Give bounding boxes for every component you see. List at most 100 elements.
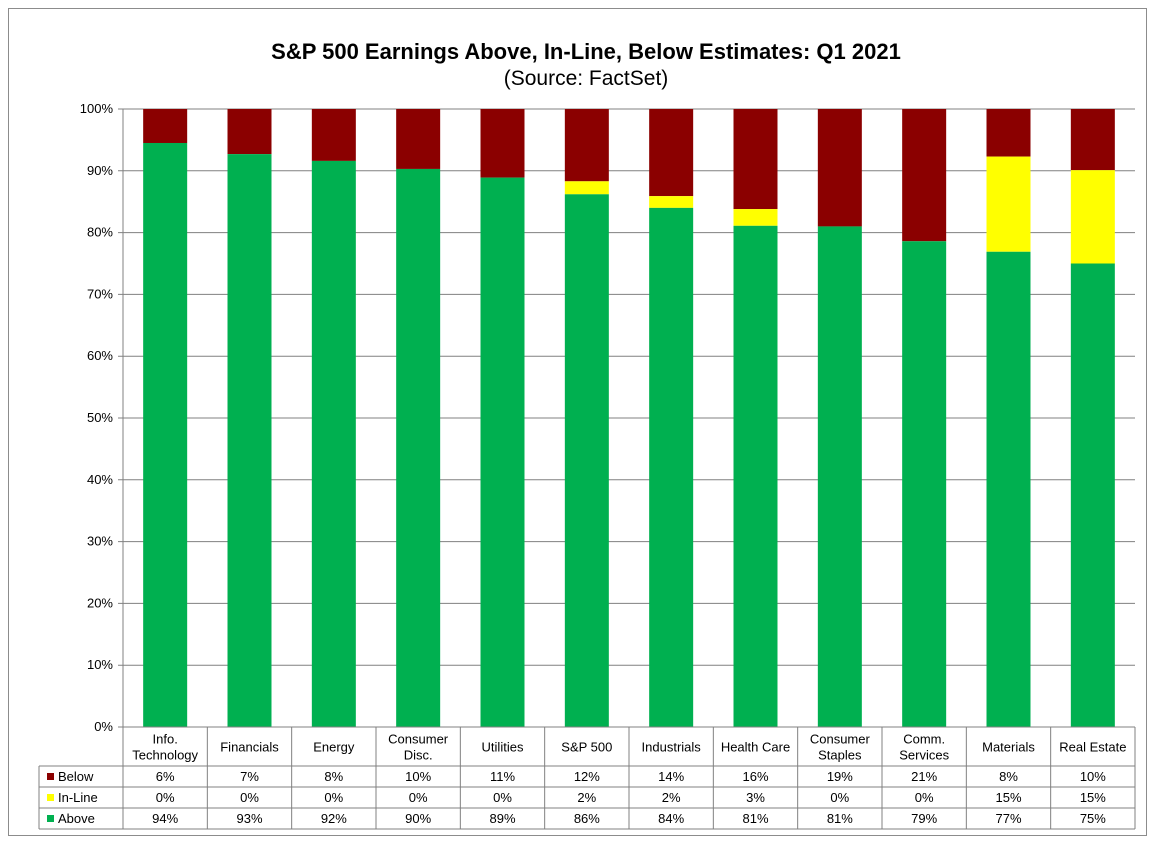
bar-below [733, 109, 778, 210]
data-label: 81% [827, 811, 853, 826]
bar-above [564, 194, 609, 727]
bars [143, 109, 1115, 728]
data-label: 89% [489, 811, 515, 826]
bar-below [986, 109, 1031, 157]
data-label: 15% [995, 790, 1021, 805]
bar-below [227, 109, 272, 155]
bar-below [143, 109, 188, 143]
bar-inline [733, 209, 778, 226]
x-category-label: Energy [313, 740, 355, 755]
bar-above [396, 168, 441, 728]
x-category-label: Consumer [810, 732, 871, 747]
data-label: 16% [742, 769, 768, 784]
y-tick-label: 60% [87, 348, 113, 363]
data-label: 92% [321, 811, 347, 826]
data-label: 12% [574, 769, 600, 784]
bar-above [143, 142, 188, 728]
legend-label: Below [58, 769, 94, 784]
y-tick-label: 20% [87, 595, 113, 610]
chart-canvas: S&P 500 Earnings Above, In-Line, Below E… [38, 39, 1136, 830]
bar-below [902, 109, 947, 242]
legend-label: Above [58, 811, 95, 826]
data-label: 11% [490, 769, 515, 784]
x-category-label: Info. [153, 732, 178, 747]
data-label: 2% [662, 790, 681, 805]
bar-above [227, 154, 272, 727]
gridlines [118, 108, 1135, 728]
data-label: 6% [156, 769, 175, 784]
x-category-label: Staples [818, 748, 862, 763]
legend-swatch [47, 794, 54, 801]
x-category-label: Technology [132, 748, 198, 763]
data-label: 0% [324, 790, 343, 805]
chart-title: S&P 500 Earnings Above, In-Line, Below E… [271, 39, 901, 64]
bar-above [649, 207, 694, 727]
y-tick-label: 10% [87, 657, 113, 672]
data-label: 75% [1080, 811, 1106, 826]
legend-label: In-Line [58, 790, 98, 805]
y-tick-label: 70% [87, 286, 113, 301]
bar-below [649, 109, 694, 197]
data-label: 81% [742, 811, 768, 826]
chart-frame: S&P 500 Earnings Above, In-Line, Below E… [8, 8, 1147, 836]
bar-below [564, 109, 609, 182]
bar-above [733, 225, 778, 727]
bar-above [311, 160, 356, 728]
x-category-label: Health Care [721, 740, 790, 755]
bar-inline [986, 156, 1031, 252]
data-label: 14% [658, 769, 684, 784]
bar-inline [1070, 170, 1115, 264]
y-tick-label: 50% [87, 410, 113, 425]
x-category-label: Utilities [482, 740, 524, 755]
bar-below [396, 109, 441, 169]
data-label: 19% [827, 769, 853, 784]
y-tick-label: 100% [80, 101, 114, 116]
y-tick-label: 90% [87, 163, 113, 178]
data-label: 10% [1080, 769, 1106, 784]
bar-below [1070, 109, 1115, 171]
data-label: 8% [999, 769, 1018, 784]
data-label: 0% [409, 790, 428, 805]
data-label: 77% [995, 811, 1021, 826]
x-category-label: Consumer [388, 732, 449, 747]
data-label: 3% [746, 790, 765, 805]
x-category-label: Disc. [404, 748, 433, 763]
x-category-label: Comm. [903, 732, 945, 747]
x-category-label: Services [899, 748, 949, 763]
x-category-label: Industrials [642, 740, 702, 755]
data-label: 90% [405, 811, 431, 826]
x-category-label: S&P 500 [561, 740, 612, 755]
data-label: 0% [830, 790, 849, 805]
bar-above [902, 241, 947, 727]
y-tick-label: 80% [87, 225, 113, 240]
bar-above [1070, 263, 1115, 727]
legend-swatch [47, 773, 54, 780]
x-category-label: Real Estate [1059, 740, 1126, 755]
x-category-label: Materials [982, 740, 1035, 755]
y-tick-label: 0% [94, 719, 113, 734]
data-label: 79% [911, 811, 937, 826]
data-label: 93% [236, 811, 262, 826]
data-label: 8% [324, 769, 343, 784]
data-label: 10% [405, 769, 431, 784]
data-label: 0% [240, 790, 259, 805]
data-label: 86% [574, 811, 600, 826]
data-label: 84% [658, 811, 684, 826]
data-label: 0% [915, 790, 934, 805]
bar-inline [564, 181, 609, 195]
bar-above [817, 226, 862, 728]
data-label: 0% [156, 790, 175, 805]
y-tick-label: 40% [87, 472, 113, 487]
bar-below [817, 109, 862, 227]
x-category-label: Financials [220, 740, 279, 755]
data-label: 21% [911, 769, 937, 784]
data-label: 94% [152, 811, 178, 826]
bar-inline [649, 196, 694, 208]
bar-below [480, 109, 525, 178]
data-label: 2% [577, 790, 596, 805]
chart-subtitle: (Source: FactSet) [504, 67, 669, 90]
data-label: 7% [240, 769, 259, 784]
data-label: 15% [1080, 790, 1106, 805]
y-tick-label: 30% [87, 534, 113, 549]
